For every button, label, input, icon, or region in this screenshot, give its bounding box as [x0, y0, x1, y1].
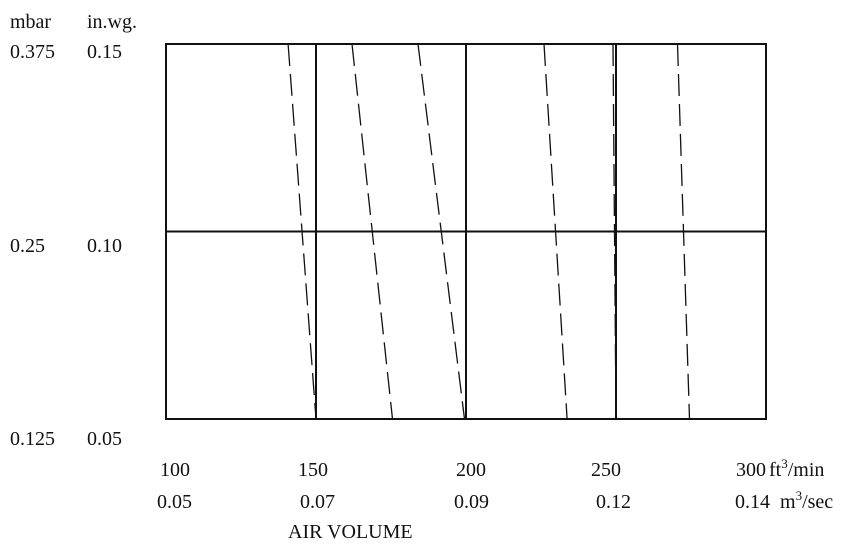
y-tick-inwg-0: 0.15	[87, 41, 122, 63]
x-tick-cfm-0: 100	[160, 459, 190, 481]
y-unit-mbar: mbar	[10, 11, 51, 33]
y-tick-inwg-1: 0.10	[87, 235, 122, 257]
series-line-1	[351, 43, 394, 420]
y-tick-mbar-0: 0.375	[10, 41, 55, 63]
y-unit-inwg: in.wg.	[87, 11, 137, 33]
series-line-5	[676, 43, 691, 420]
x-unit-m3s: m3/sec	[780, 488, 833, 513]
x-tick-m3s-2: 0.09	[454, 491, 489, 513]
x-tick-cfm-1: 150	[298, 459, 328, 481]
series-line-2	[417, 43, 466, 420]
x-tick-m3s-4: 0.14	[735, 491, 770, 513]
y-tick-mbar-2: 0.125	[10, 428, 55, 450]
x-tick-m3s-3: 0.12	[596, 491, 631, 513]
x-tick-cfm-4: 300	[736, 459, 766, 481]
x-unit-cfm: ft3/min	[769, 456, 824, 481]
series-line-4	[612, 43, 617, 420]
x-tick-m3s-0: 0.05	[157, 491, 192, 513]
series-line-3	[543, 43, 568, 420]
x-axis-title: AIR VOLUME	[288, 521, 413, 543]
plot-frame	[165, 43, 767, 420]
x-tick-cfm-3: 250	[591, 459, 621, 481]
y-tick-mbar-1: 0.25	[10, 235, 45, 257]
y-tick-inwg-2: 0.05	[87, 428, 122, 450]
x-tick-cfm-2: 200	[456, 459, 486, 481]
series-line-0	[287, 43, 317, 420]
x-tick-m3s-1: 0.07	[300, 491, 335, 513]
